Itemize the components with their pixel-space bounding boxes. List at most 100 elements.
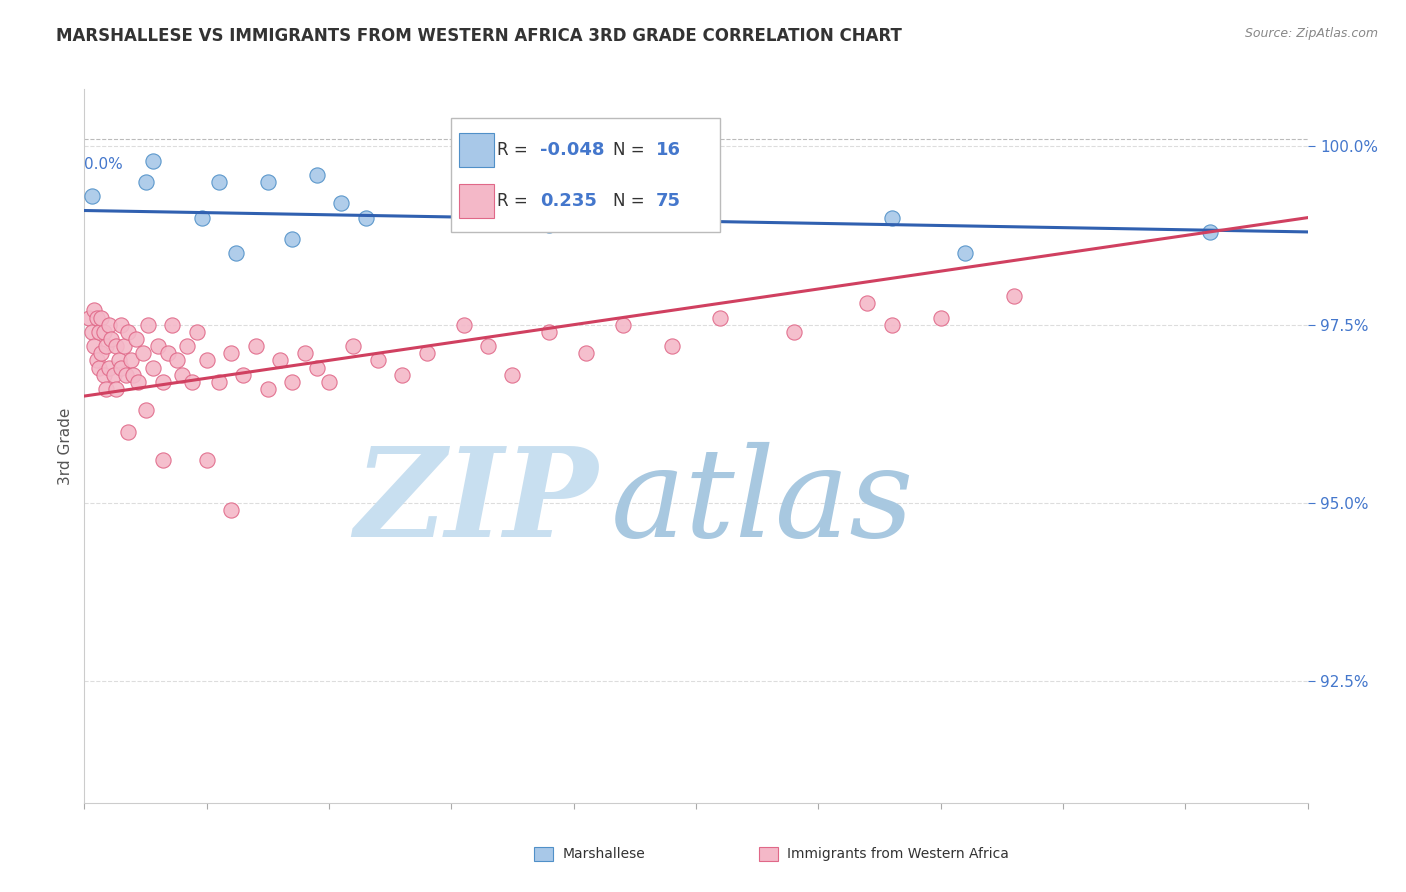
Point — [107, 353, 129, 368]
Point — [162, 318, 184, 332]
Point — [117, 425, 139, 439]
Point — [105, 339, 128, 353]
Point — [87, 325, 110, 339]
Point — [269, 353, 291, 368]
Point — [453, 318, 475, 332]
Point — [612, 318, 634, 332]
Point — [225, 246, 247, 260]
Point — [105, 382, 128, 396]
Point — [115, 368, 138, 382]
Y-axis label: 3rd Grade: 3rd Grade — [58, 408, 73, 484]
Point — [83, 339, 105, 353]
Point — [195, 453, 218, 467]
Point — [257, 175, 280, 189]
Text: 0.0%: 0.0% — [84, 157, 124, 172]
Point — [120, 353, 142, 368]
Point — [142, 153, 165, 168]
Text: R =: R = — [498, 141, 527, 159]
Point — [96, 339, 118, 353]
Point — [186, 325, 208, 339]
Point — [172, 368, 194, 382]
Text: 0.235: 0.235 — [540, 192, 598, 211]
Text: R =: R = — [498, 192, 527, 211]
Point — [176, 339, 198, 353]
Point — [1198, 225, 1220, 239]
Point — [367, 353, 389, 368]
Text: 16: 16 — [655, 141, 681, 159]
Point — [97, 360, 120, 375]
Point — [97, 318, 120, 332]
Point — [156, 346, 179, 360]
Text: N =: N = — [613, 192, 644, 211]
Point — [281, 375, 304, 389]
Point — [709, 310, 731, 325]
Text: 75: 75 — [655, 192, 681, 211]
Text: atlas: atlas — [610, 442, 914, 564]
Point — [953, 246, 976, 260]
Point — [77, 310, 100, 325]
Point — [208, 175, 231, 189]
Point — [477, 339, 499, 353]
Point — [135, 175, 157, 189]
Point — [80, 325, 103, 339]
Point — [880, 318, 903, 332]
Point — [305, 168, 328, 182]
Point — [152, 453, 174, 467]
Point — [127, 375, 149, 389]
Point — [880, 211, 903, 225]
Point — [208, 375, 231, 389]
Point — [195, 353, 218, 368]
Point — [783, 325, 806, 339]
Point — [538, 218, 561, 232]
Point — [96, 382, 118, 396]
Point — [125, 332, 148, 346]
Point — [1002, 289, 1025, 303]
Text: Marshallese: Marshallese — [562, 847, 645, 861]
Point — [100, 332, 122, 346]
Point — [132, 346, 155, 360]
Point — [93, 325, 115, 339]
Point — [416, 346, 439, 360]
Point — [86, 310, 108, 325]
Point — [110, 360, 132, 375]
Point — [294, 346, 316, 360]
Point — [191, 211, 214, 225]
Point — [538, 325, 561, 339]
Point — [219, 503, 242, 517]
Point — [464, 196, 486, 211]
Point — [354, 211, 377, 225]
Point — [86, 353, 108, 368]
Point — [502, 368, 524, 382]
Point — [135, 403, 157, 417]
Point — [342, 339, 364, 353]
Point — [122, 368, 145, 382]
Text: MARSHALLESE VS IMMIGRANTS FROM WESTERN AFRICA 3RD GRADE CORRELATION CHART: MARSHALLESE VS IMMIGRANTS FROM WESTERN A… — [56, 27, 903, 45]
Point — [305, 360, 328, 375]
Point — [146, 339, 169, 353]
Point — [83, 303, 105, 318]
Point — [281, 232, 304, 246]
Point — [856, 296, 879, 310]
Point — [117, 325, 139, 339]
Point — [93, 368, 115, 382]
Point — [110, 318, 132, 332]
Point — [929, 310, 952, 325]
Text: -0.048: -0.048 — [540, 141, 605, 159]
Point — [257, 382, 280, 396]
Point — [575, 346, 598, 360]
Point — [80, 189, 103, 203]
Point — [181, 375, 204, 389]
Point — [87, 360, 110, 375]
Point — [245, 339, 267, 353]
Point — [103, 368, 125, 382]
Point — [219, 346, 242, 360]
Point — [112, 339, 135, 353]
Point — [330, 196, 353, 211]
Point — [142, 360, 165, 375]
Point — [152, 375, 174, 389]
Text: Immigrants from Western Africa: Immigrants from Western Africa — [787, 847, 1010, 861]
Point — [90, 310, 112, 325]
Text: N =: N = — [613, 141, 644, 159]
Point — [166, 353, 188, 368]
Point — [661, 339, 683, 353]
